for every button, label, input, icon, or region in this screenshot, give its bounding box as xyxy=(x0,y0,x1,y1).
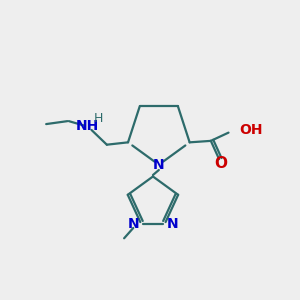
Text: H: H xyxy=(93,112,103,125)
Text: NH: NH xyxy=(76,119,99,133)
Text: N: N xyxy=(128,218,139,231)
Text: OH: OH xyxy=(239,123,262,137)
Text: N: N xyxy=(153,158,165,172)
Text: O: O xyxy=(214,156,227,171)
Text: N: N xyxy=(167,218,178,231)
